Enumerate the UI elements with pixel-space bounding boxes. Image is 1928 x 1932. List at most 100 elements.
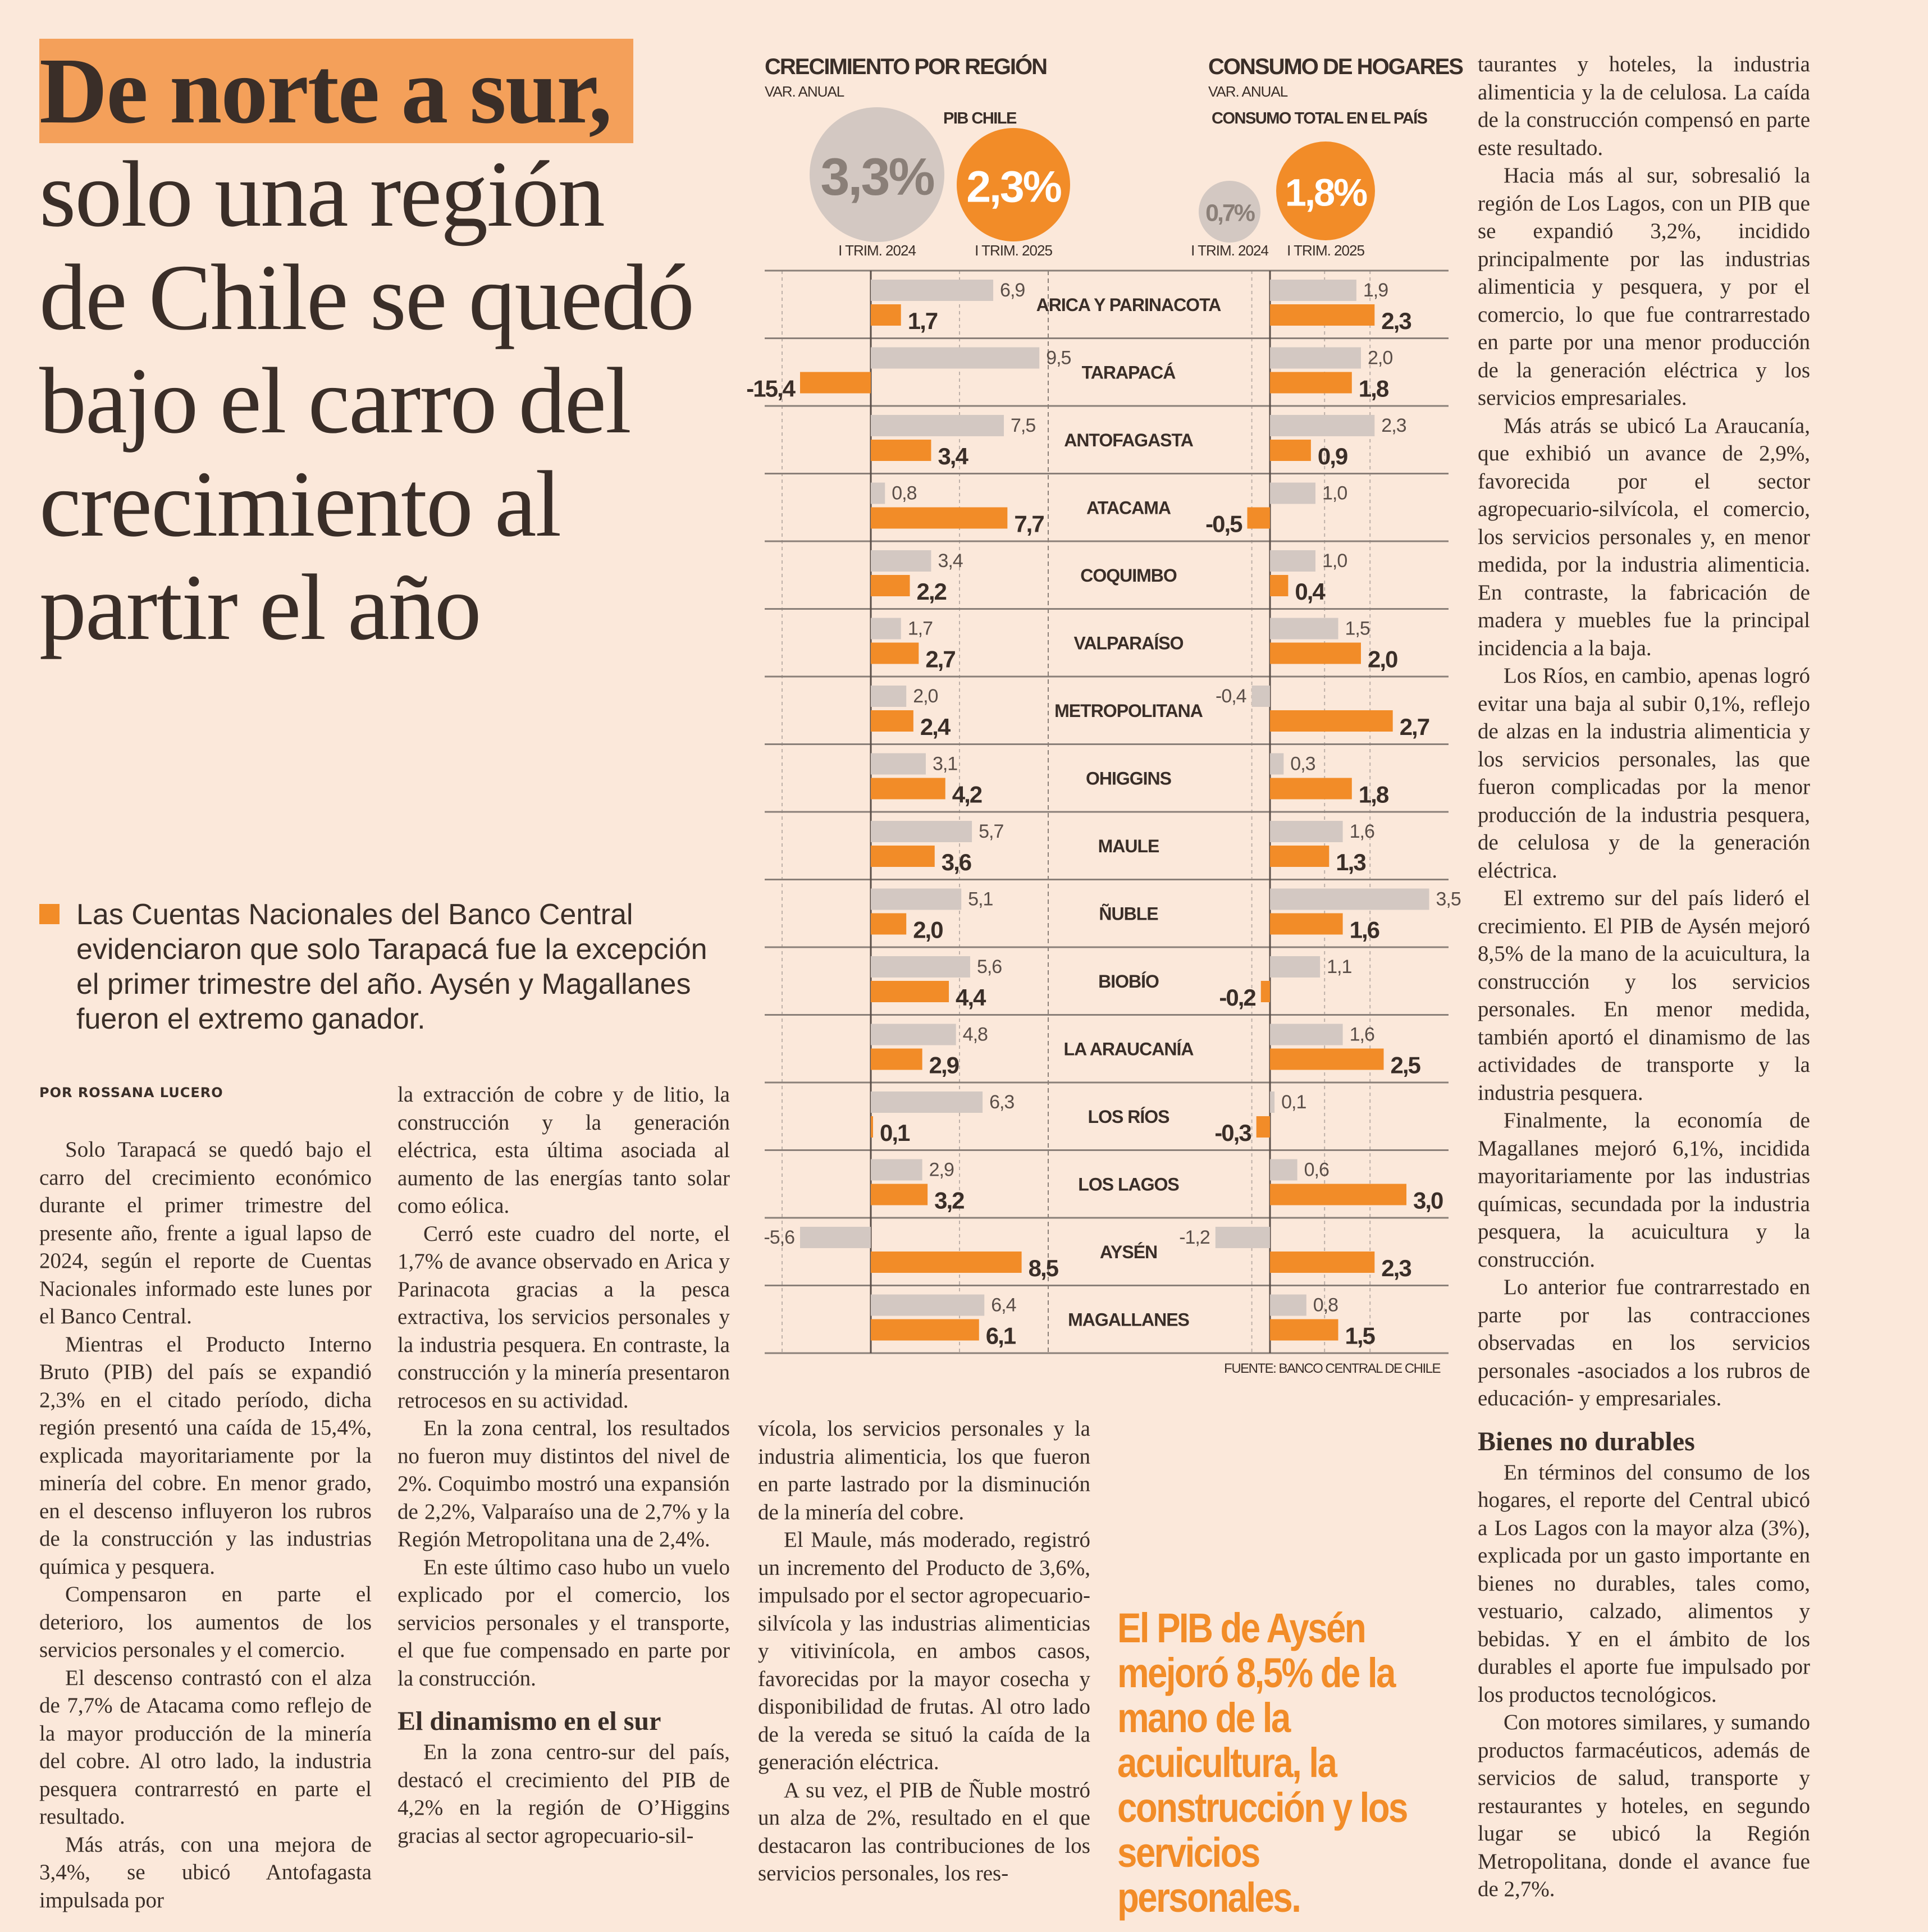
region-label: METROPOLITANA <box>1054 701 1203 721</box>
paragraph: Mientras el Producto Interno Bruto (PIB)… <box>39 1332 372 1579</box>
paragraph: En este último caso hubo un vuelo explic… <box>398 1555 730 1691</box>
bar-2025 <box>871 1252 1022 1273</box>
bar-2025 <box>1270 440 1311 461</box>
value-label-2024: 7,5 <box>1011 415 1035 436</box>
headline-highlight: De norte a sur, <box>39 39 634 143</box>
value-label-2025: 0,4 <box>1295 578 1326 605</box>
value-label-2024: 1,1 <box>1327 956 1351 978</box>
region-label: LA ARAUCANÍA <box>1064 1039 1194 1059</box>
pull-quote: El PIB de Aysén mejoró 8,5% de la mano d… <box>1117 1605 1408 1921</box>
bar-2025 <box>871 440 931 461</box>
bar-2025 <box>1270 778 1352 800</box>
value-label-2024: 9,5 <box>1046 348 1071 369</box>
summary-period-label: I TRIM. 2024 <box>1191 242 1268 259</box>
bar-2025 <box>1247 507 1270 529</box>
value-label-2025: 1,6 <box>1350 917 1379 943</box>
bar-2025 <box>871 710 913 732</box>
bar-2025 <box>871 642 919 664</box>
bar-2025 <box>1270 846 1330 867</box>
value-label-2024: 1,5 <box>1345 618 1370 640</box>
paragraph: Hacia más al sur, sobresalió la región d… <box>1478 163 1810 410</box>
region-label: VALPARAÍSO <box>1073 633 1183 654</box>
bar-2025 <box>871 1048 922 1070</box>
region-label: MAULE <box>1098 836 1159 856</box>
body-column-1: Solo Tarapacá se quedó bajo el carro del… <box>39 1136 372 1914</box>
bar-2024 <box>871 280 994 301</box>
value-label-2024: 3,4 <box>938 550 962 572</box>
value-label-2024: 1,7 <box>908 618 933 640</box>
panel-title: CRECIMIENTO POR REGIÓN <box>765 53 1047 79</box>
paragraph: Compensaron en parte el deterioro, los a… <box>39 1582 372 1662</box>
body-column-4: taurantes y hoteles, la industria alimen… <box>1478 51 1810 1903</box>
value-label-2025: 2,7 <box>925 646 955 673</box>
region-label: TARAPACÁ <box>1082 363 1176 383</box>
source-note: FUENTE: BANCO CENTRAL DE CHILE <box>1224 1361 1440 1376</box>
bar-2024 <box>1270 753 1284 775</box>
value-label-2025: 2,0 <box>913 917 943 943</box>
bar-2025 <box>871 778 945 800</box>
bar-2025 <box>871 913 907 935</box>
regional-growth-chart: CRECIMIENTO POR REGIÓN VAR. ANUAL PIB CHIL… <box>746 53 1464 1376</box>
region-label: BIOBÍO <box>1098 971 1159 992</box>
paragraph: El descenso contrastó con el alza de 7,7… <box>39 1665 372 1829</box>
value-label-2025: 2,7 <box>1400 714 1429 740</box>
bar-2024 <box>1270 550 1315 572</box>
value-label-2025: 7,7 <box>1014 511 1044 537</box>
value-label-2024: 6,9 <box>1000 280 1025 301</box>
summary-title: CONSUMO TOTAL EN EL PAÍS <box>1212 108 1428 127</box>
bar-2024 <box>871 550 931 572</box>
bar-2024 <box>1270 618 1338 640</box>
value-label-2024: 0,6 <box>1304 1159 1329 1181</box>
summary-circle <box>1276 141 1375 240</box>
bar-2024 <box>1270 415 1375 436</box>
bar-2025 <box>871 846 935 867</box>
region-label: COQUIMBO <box>1080 565 1177 586</box>
value-label-2025: 2,2 <box>917 578 947 605</box>
bar-2024 <box>871 415 1004 436</box>
summary-circle <box>1199 181 1260 243</box>
bar-2025 <box>1270 1252 1375 1273</box>
value-label-2024: 2,0 <box>913 686 938 707</box>
value-label-2024: 6,3 <box>989 1091 1014 1113</box>
region-label: ÑUBLE <box>1099 904 1158 924</box>
value-label-2025: -0,2 <box>1219 984 1255 1011</box>
value-label-2025: 8,5 <box>1029 1255 1059 1281</box>
panel-subtitle: VAR. ANUAL <box>1208 83 1288 100</box>
body-column-2: la extracción de cobre y de litio, la co… <box>398 1081 730 1849</box>
bar-2025 <box>871 981 949 1002</box>
value-label-2025: 1,5 <box>1345 1323 1376 1349</box>
bar-2025 <box>1270 1184 1406 1205</box>
summary-value: 1,8% <box>1285 171 1367 214</box>
bar-2024 <box>1270 956 1321 978</box>
headline-rest: solo una región de Chile se quedó bajo e… <box>39 142 695 660</box>
value-label-2025: -0,3 <box>1214 1120 1251 1146</box>
bar-2024 <box>1270 280 1356 301</box>
bar-2024 <box>800 1227 871 1248</box>
bar-2024 <box>1270 1091 1275 1113</box>
value-label-2024: 2,0 <box>1368 348 1392 369</box>
paragraph: El extremo sur del país lideró el crecim… <box>1478 886 1810 1105</box>
paragraph: Finalmente, la economía de Magallanes me… <box>1478 1108 1810 1272</box>
value-label-2024: 0,8 <box>892 483 916 504</box>
value-label-2025: 1,8 <box>1359 782 1389 808</box>
bar-2024 <box>871 618 901 640</box>
bar-2024 <box>871 888 962 910</box>
summary-circle <box>957 128 1070 241</box>
value-label-2024: 1,6 <box>1350 1024 1374 1045</box>
paragraph: Los Ríos, en cambio, apenas logró evitar… <box>1478 664 1810 883</box>
bar-2025 <box>1270 913 1343 935</box>
bar-2024 <box>1270 888 1429 910</box>
value-label-2024: 2,9 <box>929 1159 954 1181</box>
value-label-2024: 1,0 <box>1322 550 1347 572</box>
bar-2024 <box>1215 1227 1270 1248</box>
region-label: AYSÉN <box>1100 1242 1157 1262</box>
paragraph: la extracción de cobre y de litio, la co… <box>398 1083 730 1218</box>
bar-2025 <box>1270 710 1393 732</box>
value-label-2024: 4,8 <box>963 1024 988 1045</box>
value-label-2025: 4,4 <box>956 984 986 1011</box>
bar-2025 <box>1256 1116 1270 1138</box>
value-label-2025: 0,1 <box>880 1120 910 1146</box>
body-column-3: vícola, los servicios personales y la in… <box>758 1415 1090 1888</box>
summary-value: 3,3% <box>820 147 934 206</box>
bar-2025 <box>1270 1319 1338 1341</box>
